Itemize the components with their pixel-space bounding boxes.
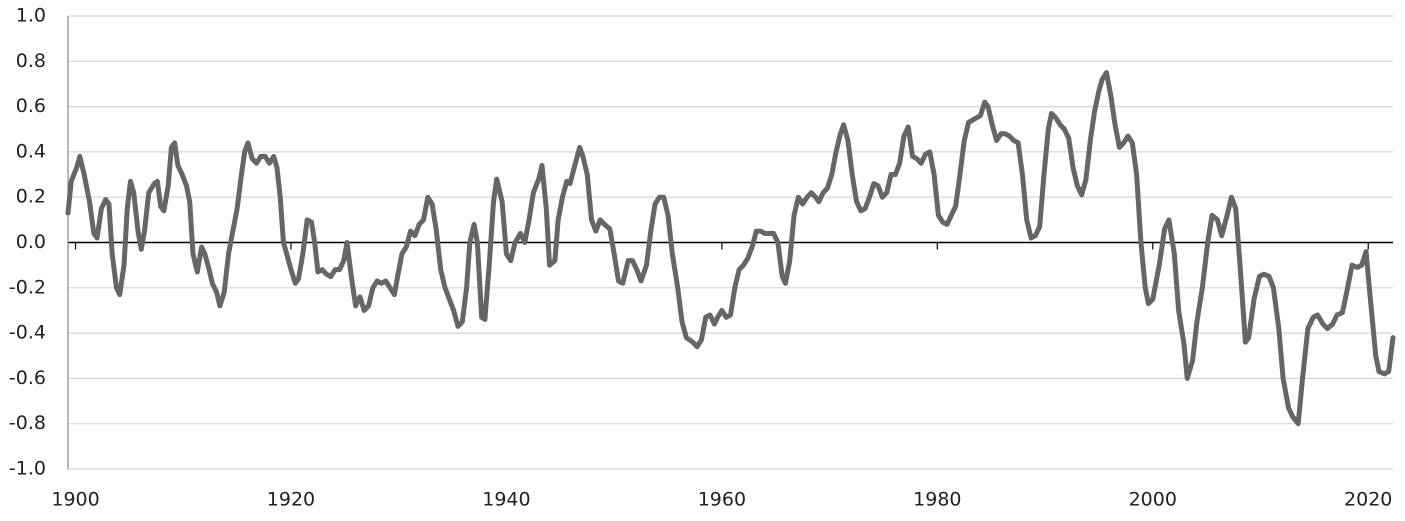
y-tick-label: -0.4: [9, 322, 46, 344]
y-tick-label: 1.0: [16, 5, 46, 27]
y-tick-label: -0.2: [9, 276, 46, 298]
x-tick-label: 2020: [1344, 489, 1392, 511]
y-tick-label: 0.8: [16, 50, 46, 72]
data-line: [65, 70, 1396, 427]
x-tick-label: 1980: [913, 489, 961, 511]
y-tick-label: -0.6: [9, 367, 46, 389]
y-tick-label: -0.8: [9, 412, 46, 434]
x-tick-label: 1940: [482, 489, 530, 511]
y-tick-label: -1.0: [9, 458, 46, 480]
y-tick-label: 0.6: [16, 95, 46, 117]
x-tick-label: 1960: [698, 489, 746, 511]
y-tick-label: 0.2: [16, 186, 46, 208]
x-tick-label: 1900: [51, 489, 99, 511]
y-tick-label: 0.4: [16, 140, 46, 162]
y-tick-label: 0.0: [16, 231, 46, 253]
x-tick-label: 1920: [267, 489, 315, 511]
x-tick-label: 2000: [1129, 489, 1177, 511]
